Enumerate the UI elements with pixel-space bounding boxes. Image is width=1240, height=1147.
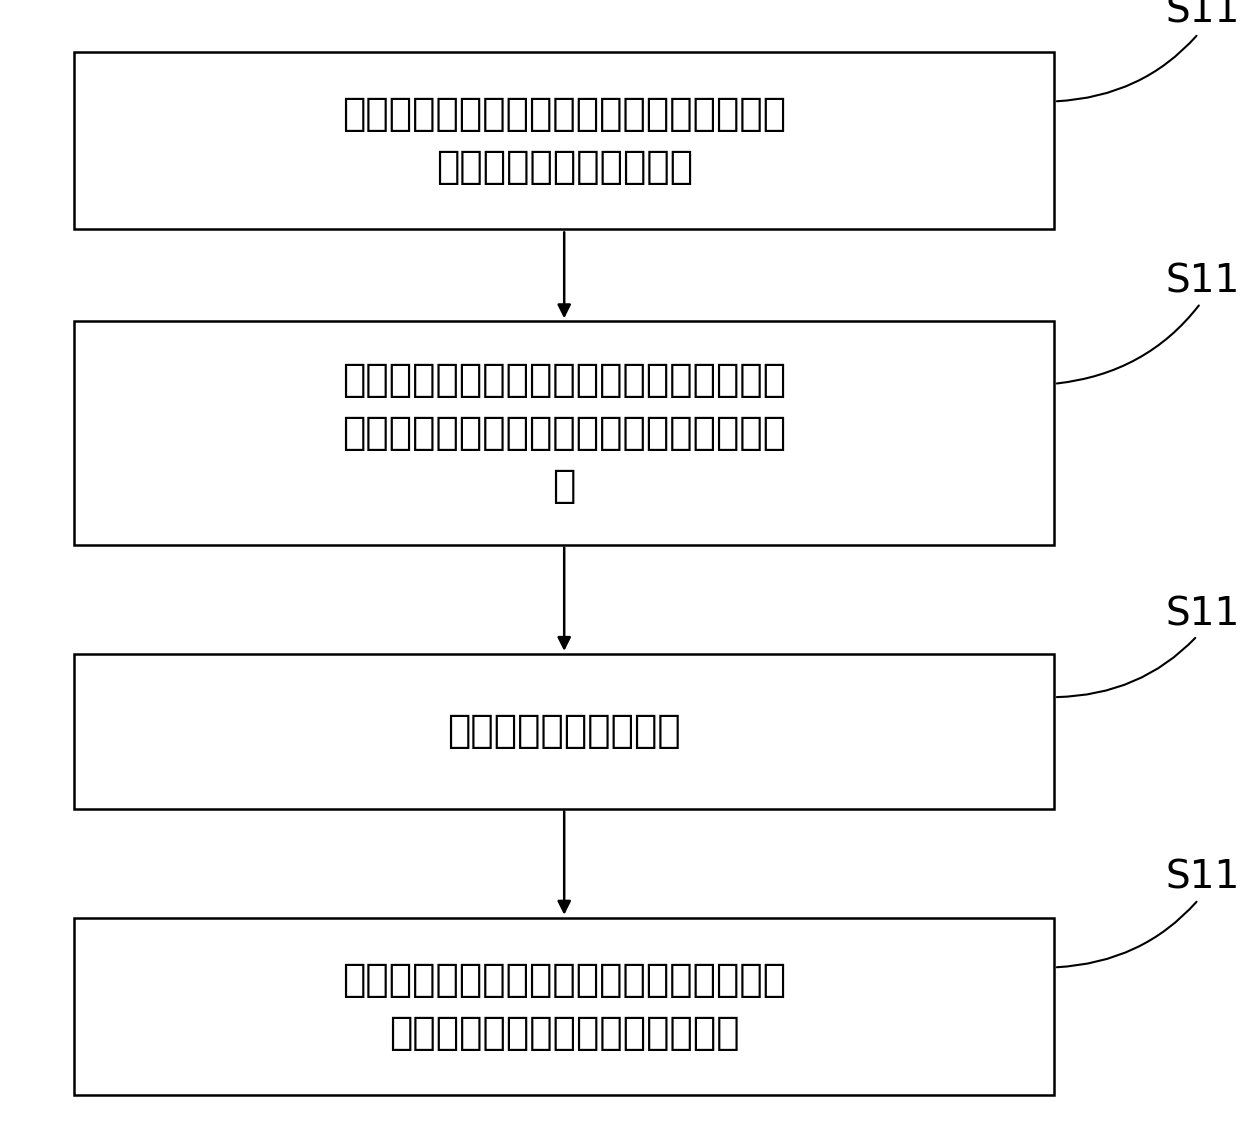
Bar xyxy=(74,654,1054,809)
FancyArrowPatch shape xyxy=(559,547,569,648)
FancyArrowPatch shape xyxy=(559,811,569,912)
Bar xyxy=(74,918,1054,1095)
Text: 获取多个温度值和所述光模块在所述多个温
度值下的实测工作电流值: 获取多个温度值和所述光模块在所述多个温 度值下的实测工作电流值 xyxy=(342,95,786,186)
Text: S111: S111 xyxy=(1056,263,1240,383)
Bar xyxy=(74,321,1054,545)
Bar xyxy=(74,52,1054,229)
Text: S110: S110 xyxy=(1056,0,1240,101)
Text: S113: S113 xyxy=(1056,859,1240,967)
Text: 对所述关系式进行修正: 对所述关系式进行修正 xyxy=(448,712,681,750)
Text: 根据所述多个温度值和对应的实测工作电流
值得到所述光模块的温度与工作电流的关系
式: 根据所述多个温度值和对应的实测工作电流 值得到所述光模块的温度与工作电流的关系 … xyxy=(342,361,786,505)
Text: S112: S112 xyxy=(1056,595,1240,697)
FancyArrowPatch shape xyxy=(559,232,569,315)
Text: 根据所述修正后的关系式，计算所述光模块
在设定温度值下的工作电流理论值: 根据所述修正后的关系式，计算所述光模块 在设定温度值下的工作电流理论值 xyxy=(342,961,786,1052)
